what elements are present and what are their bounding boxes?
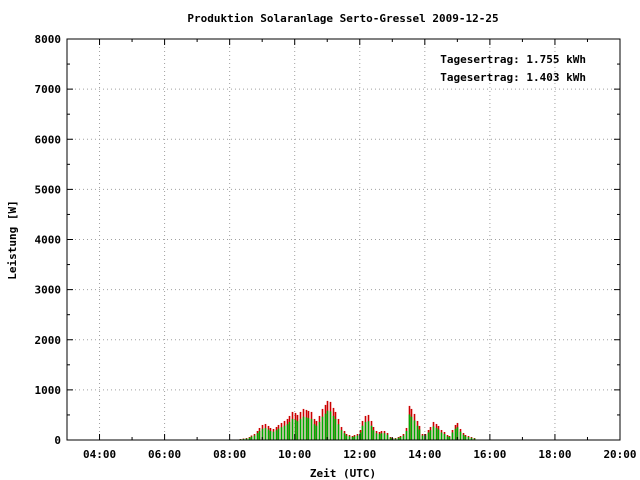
- y-tick-label: 0: [54, 434, 61, 447]
- ticks: [66, 38, 621, 441]
- x-tick-label: 14:00: [408, 448, 441, 461]
- y-tick-label: 3000: [35, 284, 62, 297]
- tick-labels: 0 1000 2000 3000 4000 5000 6000 7000 8000 04:00 06…: [35, 33, 637, 461]
- annotation-green: Tagesertrag: 1.403 kWh: [440, 71, 586, 84]
- y-tick-label: 1000: [35, 384, 62, 397]
- x-tick-label: 04:00: [83, 448, 116, 461]
- y-tick-label: 2000: [35, 334, 62, 347]
- x-tick-label: 16:00: [473, 448, 506, 461]
- x-axis-label: Zeit (UTC): [310, 467, 376, 480]
- x-tick-label: 20:00: [603, 448, 636, 461]
- y-tick-label: 5000: [35, 183, 62, 196]
- grid-lines: [67, 39, 620, 440]
- y-tick-label: 6000: [35, 133, 62, 146]
- annotation-red: Tagesertrag: 1.755 kWh: [440, 53, 586, 66]
- bars: [239, 400, 476, 440]
- chart-title: Produktion Solaranlage Serto-Gressel 200…: [187, 12, 498, 25]
- x-tick-label: 10:00: [278, 448, 311, 461]
- y-tick-label: 4000: [35, 234, 62, 247]
- y-axis-label: Leistung [W]: [6, 200, 19, 279]
- y-tick-label: 8000: [35, 33, 62, 46]
- y-tick-label: 7000: [35, 83, 62, 96]
- x-tick-label: 18:00: [538, 448, 571, 461]
- x-tick-label: 08:00: [213, 448, 246, 461]
- x-tick-label: 06:00: [148, 448, 181, 461]
- x-tick-label: 12:00: [343, 448, 376, 461]
